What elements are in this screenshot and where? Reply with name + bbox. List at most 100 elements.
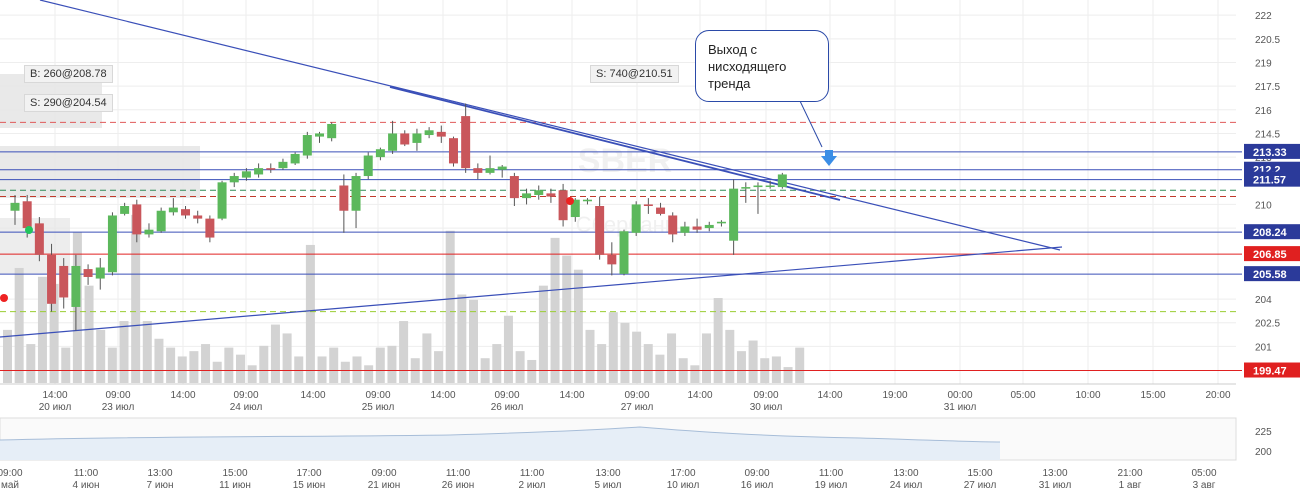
- volume-bar: [527, 359, 537, 383]
- navigator-x-date: май: [1, 480, 19, 491]
- candle-body: [570, 199, 580, 218]
- navigator-area: [0, 427, 1000, 460]
- navigator-x-time: 11:00: [446, 468, 471, 479]
- volume-bar: [515, 351, 525, 383]
- volume-bar: [573, 269, 583, 383]
- volume-bar: [317, 356, 327, 383]
- candle-body: [534, 190, 544, 195]
- volume-bar: [294, 356, 304, 383]
- candle-body: [193, 215, 203, 219]
- price-tick-label: 201: [1255, 342, 1272, 353]
- candle-body: [22, 201, 32, 229]
- candle-body: [400, 133, 410, 145]
- price-tick-label: 217.5: [1255, 82, 1280, 93]
- descending-trendline-highlight: [389, 86, 841, 201]
- candle-body: [412, 133, 422, 143]
- x-tick-date: 23 июл: [102, 402, 135, 413]
- candle-body: [83, 269, 93, 277]
- candle-body: [315, 133, 324, 137]
- candle-body: [351, 176, 361, 211]
- level-badge: [1244, 224, 1300, 240]
- x-tick-time: 09:00: [624, 390, 649, 401]
- candle-body: [47, 254, 57, 304]
- navigator-x-date: 10 июл: [667, 480, 700, 491]
- x-tick-date: 26 июл: [491, 402, 524, 413]
- volume-bar: [259, 345, 269, 383]
- navigator-x-time: 13:00: [1042, 468, 1067, 479]
- x-tick-time: 14:00: [817, 390, 842, 401]
- volume-bar: [49, 283, 59, 383]
- annotation-callout[interactable]: Выход с нисходящего тренда: [695, 30, 829, 102]
- volume-bar: [96, 329, 106, 383]
- x-tick-time: 14:00: [42, 390, 67, 401]
- navigator-y-tick: 225: [1255, 427, 1272, 438]
- x-tick-time: 19:00: [882, 390, 907, 401]
- price-tick-label: 204: [1255, 295, 1272, 306]
- navigator-x-time: 09:00: [744, 468, 769, 479]
- x-tick-time: 09:00: [365, 390, 390, 401]
- volume-bar: [37, 276, 47, 383]
- volume-bar: [224, 347, 234, 383]
- candle-body: [205, 218, 215, 238]
- candle-body: [10, 202, 20, 211]
- watermark-ticker: SBER: [578, 142, 672, 180]
- x-tick-time: 09:00: [753, 390, 778, 401]
- volume-bar: [725, 329, 735, 383]
- x-tick-time: 05:00: [1010, 390, 1035, 401]
- volume-bar: [189, 351, 199, 383]
- x-tick-time: 09:00: [233, 390, 258, 401]
- navigator-x-time: 13:00: [595, 468, 620, 479]
- volume-bar: [387, 345, 397, 383]
- volume-bar: [61, 347, 71, 383]
- candle-body: [388, 133, 398, 151]
- x-tick-date: 27 июл: [621, 402, 654, 413]
- volume-bar: [608, 312, 618, 383]
- candle-body: [156, 210, 166, 232]
- navigator-x-date: 3 авг: [1193, 480, 1216, 491]
- navigator-x-date: 21 июн: [368, 480, 401, 491]
- volume-bar: [352, 356, 362, 383]
- volume-bar: [585, 329, 595, 383]
- candle-body: [59, 265, 69, 298]
- candle-body: [473, 168, 483, 173]
- volume-bar: [550, 237, 560, 383]
- volume-bar: [434, 351, 444, 383]
- volume-bar: [667, 333, 677, 383]
- candle-body: [777, 174, 787, 188]
- volume-bar: [177, 356, 187, 383]
- navigator-x-time: 11:00: [74, 468, 99, 479]
- candle-body: [497, 166, 507, 170]
- candle-body: [144, 229, 154, 235]
- level-badge: [1244, 143, 1300, 159]
- navigator-y-tick: 200: [1255, 447, 1272, 458]
- volume-bar: [329, 347, 339, 383]
- x-tick-time: 09:00: [494, 390, 519, 401]
- volume-bar: [364, 365, 374, 383]
- navigator-x-date: 16 июл: [741, 480, 774, 491]
- navigator-x-date: 1 авг: [1119, 480, 1142, 491]
- x-tick-time: 14:00: [300, 390, 325, 401]
- volume-bar: [469, 299, 478, 383]
- volume-bar: [154, 338, 164, 383]
- candle-body: [107, 215, 117, 273]
- candle-body: [229, 176, 239, 183]
- navigator-x-date: 27 июл: [964, 480, 997, 491]
- navigator-x-date: 15 июн: [293, 480, 326, 491]
- candle-body: [607, 254, 617, 265]
- candle-body: [668, 215, 678, 235]
- level-badge-label: 206.85: [1253, 249, 1287, 261]
- level-badge: [1244, 246, 1300, 262]
- candle-body: [448, 138, 458, 164]
- volume-bar: [201, 344, 211, 383]
- volume-bar: [562, 255, 572, 383]
- candle-body: [729, 188, 739, 241]
- volume-bar: [236, 354, 245, 383]
- callout-pointer: [799, 100, 823, 148]
- navigator-x-time: 09:00: [0, 468, 23, 479]
- volume-bar: [702, 333, 711, 383]
- volume-bar: [84, 285, 94, 383]
- navigator-x-date: 24 июл: [890, 480, 923, 491]
- volume-bar: [632, 331, 642, 383]
- navigator-x-time: 09:00: [371, 468, 396, 479]
- candle-body: [461, 116, 471, 169]
